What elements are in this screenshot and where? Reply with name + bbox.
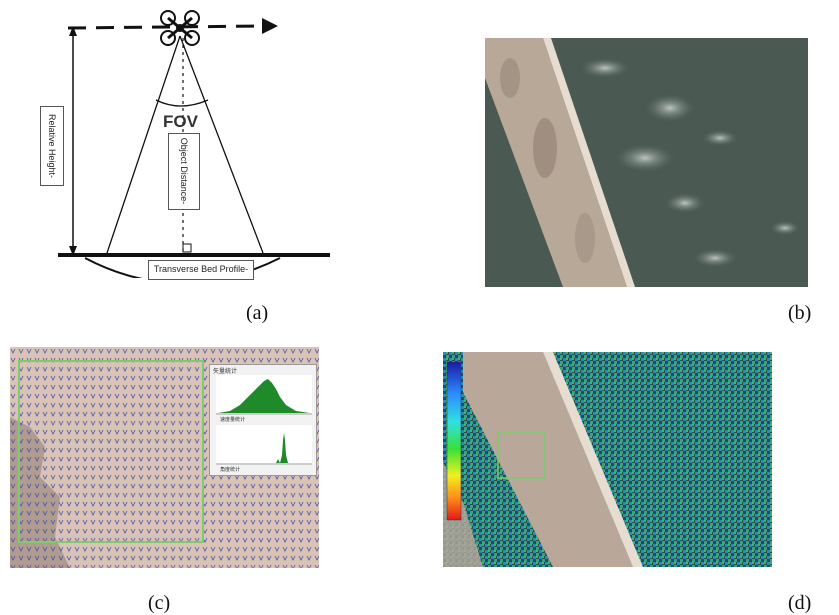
relative-height-box: Relative Height- [40,106,64,186]
panel-c-vector-field: 矢量统计 速度量统计 角度统计 [10,347,319,568]
relative-height-label: Relative Height- [47,113,57,179]
right-angle-marker [182,243,192,253]
bridge-railing [543,38,635,287]
histogram-label-1: 速度量统计 [220,417,246,423]
drone-icon [160,10,200,46]
fov-right-edge [179,35,264,254]
histogram-label-2: 角度统计 [220,467,241,473]
bridge-railing-d [543,352,643,567]
caption-a: (a) [246,302,269,324]
roi-box [18,360,204,543]
fov-label: FOV [163,112,198,131]
histogram-title: 矢量统计 [213,369,238,375]
flight-direction-arrow [262,18,278,34]
caption-c: (c) [148,592,171,614]
bed-profile-curve [84,257,281,278]
uav-geometry-svg [58,10,330,278]
histogram-plots [216,375,312,465]
panel-b-aerial-photo [485,38,808,287]
bed-profile-label: Transverse Bed Profile- [153,264,249,274]
fov-arc [155,99,209,107]
angle-histogram [280,433,288,463]
panel-d-velocity-map [443,352,772,567]
histogram-window: 矢量统计 速度量统计 角度统计 [209,364,317,476]
caption-b: (b) [788,302,812,324]
bridge-deck-d [463,352,633,567]
panel-a-diagram: FOV Relative Height- Object Distance- Tr… [40,8,340,280]
aerial-photo-svg [485,38,808,287]
fov-left-edge [106,35,181,254]
caption-d: (d) [788,592,812,614]
velocity-map-svg [443,352,772,567]
roi-box-d [497,431,546,479]
bed-profile-box: Transverse Bed Profile- [148,260,254,280]
colorbar [446,361,462,521]
object-distance-label: Object Distance- [179,137,189,205]
speed-histogram [218,379,310,413]
object-distance-box: Object Distance- [168,133,200,210]
flight-path-line [67,24,266,30]
